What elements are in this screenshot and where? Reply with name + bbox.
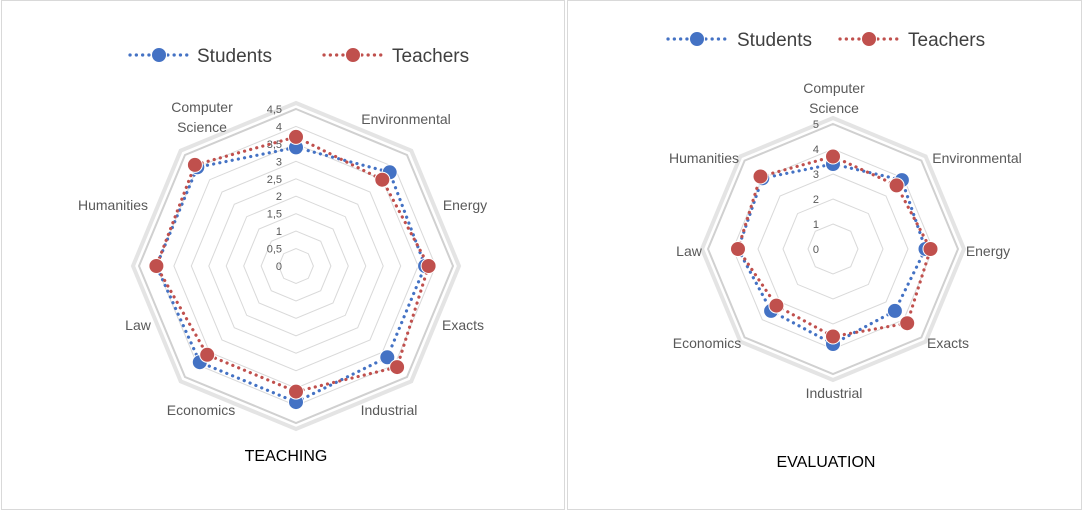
evaluation-chart-panel: 0 1 2 3 4 5 Computer Science Environmental Energy… bbox=[567, 0, 1082, 510]
chart-title: EVALUATION bbox=[777, 454, 876, 471]
evaluation-radar-chart: 0 1 2 3 4 5 Computer Science Environmental Energy… bbox=[666, 30, 1022, 471]
axis-label-economics: Economics bbox=[673, 335, 741, 351]
series-teachers bbox=[730, 148, 939, 345]
data-point-teachers-environmental bbox=[888, 177, 905, 194]
grid-outer-ring bbox=[130, 100, 462, 432]
data-point-teachers-environmental bbox=[374, 171, 391, 188]
grid-ring bbox=[243, 213, 349, 319]
tick-label: 1,5 bbox=[267, 209, 282, 221]
tick-label: 2 bbox=[813, 194, 819, 206]
teaching-chart-panel: 0 0,5 1 1,5 2 2,5 3 3,5 4 4,5 Computer Science Envir… bbox=[1, 0, 565, 510]
grid-ring bbox=[278, 248, 314, 284]
legend-marker-dot bbox=[861, 31, 877, 47]
axis-label-energy: Energy bbox=[443, 197, 487, 213]
axis-label-computer-science: Computer Science bbox=[803, 80, 865, 116]
teaching-radar-chart: 0 0,5 1 1,5 2 2,5 3 3,5 4 4,5 Computer Science Envir… bbox=[78, 46, 487, 465]
data-point-students-exacts bbox=[379, 349, 396, 366]
legend-item-students: Students bbox=[128, 46, 272, 67]
data-point-teachers-industrial bbox=[825, 328, 841, 345]
data-point-teachers-exacts bbox=[389, 359, 406, 376]
tick-label: 0 bbox=[813, 244, 819, 256]
data-point-teachers-humanities bbox=[186, 156, 203, 173]
tick-label: 5 bbox=[813, 119, 819, 131]
grid-ring bbox=[782, 198, 884, 300]
axis-label-environmental: Environmental bbox=[932, 150, 1022, 166]
tick-label: 3,5 bbox=[267, 139, 282, 151]
legend-label: Teachers bbox=[392, 46, 469, 67]
grid-ring bbox=[757, 173, 909, 325]
axis-label-exacts: Exacts bbox=[442, 317, 484, 333]
tick-label: 4,5 bbox=[267, 104, 282, 116]
axis-label-economics: Economics bbox=[167, 402, 235, 418]
axis-label-industrial: Industrial bbox=[361, 402, 418, 418]
radar-grid bbox=[130, 100, 462, 432]
axis-label-law: Law bbox=[676, 243, 703, 259]
data-point-teachers-economics bbox=[199, 346, 216, 363]
data-point-teachers-computer-science bbox=[288, 128, 304, 145]
data-point-teachers-computer-science bbox=[825, 148, 841, 165]
data-point-students-exacts bbox=[886, 302, 903, 319]
legend-label: Students bbox=[737, 30, 812, 51]
grid-ring bbox=[190, 160, 402, 372]
axis-label-law: Law bbox=[125, 317, 152, 333]
legend-marker-dot bbox=[689, 31, 705, 47]
legend-item-students: Students bbox=[666, 30, 812, 51]
grid-ring bbox=[225, 195, 367, 337]
grid-ring bbox=[260, 230, 332, 302]
data-point-teachers-energy bbox=[420, 258, 437, 274]
grid-outer-ring bbox=[699, 115, 967, 383]
tick-label: 4 bbox=[813, 144, 819, 156]
axis-label-energy: Energy bbox=[966, 243, 1010, 259]
tick-label: 0 bbox=[276, 261, 282, 273]
legend-item-teachers: Teachers bbox=[322, 46, 469, 67]
chart-title: TEACHING bbox=[245, 448, 328, 465]
data-point-teachers-law bbox=[148, 258, 165, 274]
legend-label: Students bbox=[197, 46, 272, 67]
grid-ring bbox=[137, 107, 455, 425]
axis-label-humanities: Humanities bbox=[669, 150, 739, 166]
tick-label: 2 bbox=[276, 191, 282, 203]
axis-label-environmental: Environmental bbox=[361, 111, 451, 127]
legend-label: Teachers bbox=[908, 30, 985, 51]
data-point-teachers-humanities bbox=[752, 168, 769, 185]
legend-item-teachers: Teachers bbox=[838, 30, 985, 51]
tick-label: 1 bbox=[813, 219, 819, 231]
data-point-teachers-exacts bbox=[899, 315, 916, 332]
series-teachers bbox=[148, 128, 437, 400]
data-point-teachers-law bbox=[730, 241, 746, 257]
data-point-teachers-energy bbox=[922, 241, 939, 257]
grid-ring bbox=[807, 223, 859, 275]
data-point-teachers-economics bbox=[768, 297, 785, 314]
tick-label: 0,5 bbox=[267, 244, 282, 256]
legend-marker-dot bbox=[151, 47, 167, 63]
grid-ring bbox=[208, 178, 384, 354]
axis-label-exacts: Exacts bbox=[927, 335, 969, 351]
tick-label: 2,5 bbox=[267, 174, 282, 186]
axis-label-industrial: Industrial bbox=[806, 385, 863, 401]
legend-marker-dot bbox=[345, 47, 361, 63]
tick-label: 3 bbox=[276, 156, 282, 168]
grid-ring bbox=[706, 122, 960, 376]
data-point-teachers-industrial bbox=[288, 383, 304, 400]
tick-label: 1 bbox=[276, 226, 282, 238]
axis-label-humanities: Humanities bbox=[78, 197, 148, 213]
tick-label: 3 bbox=[813, 169, 819, 181]
axis-label-computer-science: Computer Science bbox=[171, 99, 233, 135]
tick-label: 4 bbox=[276, 121, 282, 133]
